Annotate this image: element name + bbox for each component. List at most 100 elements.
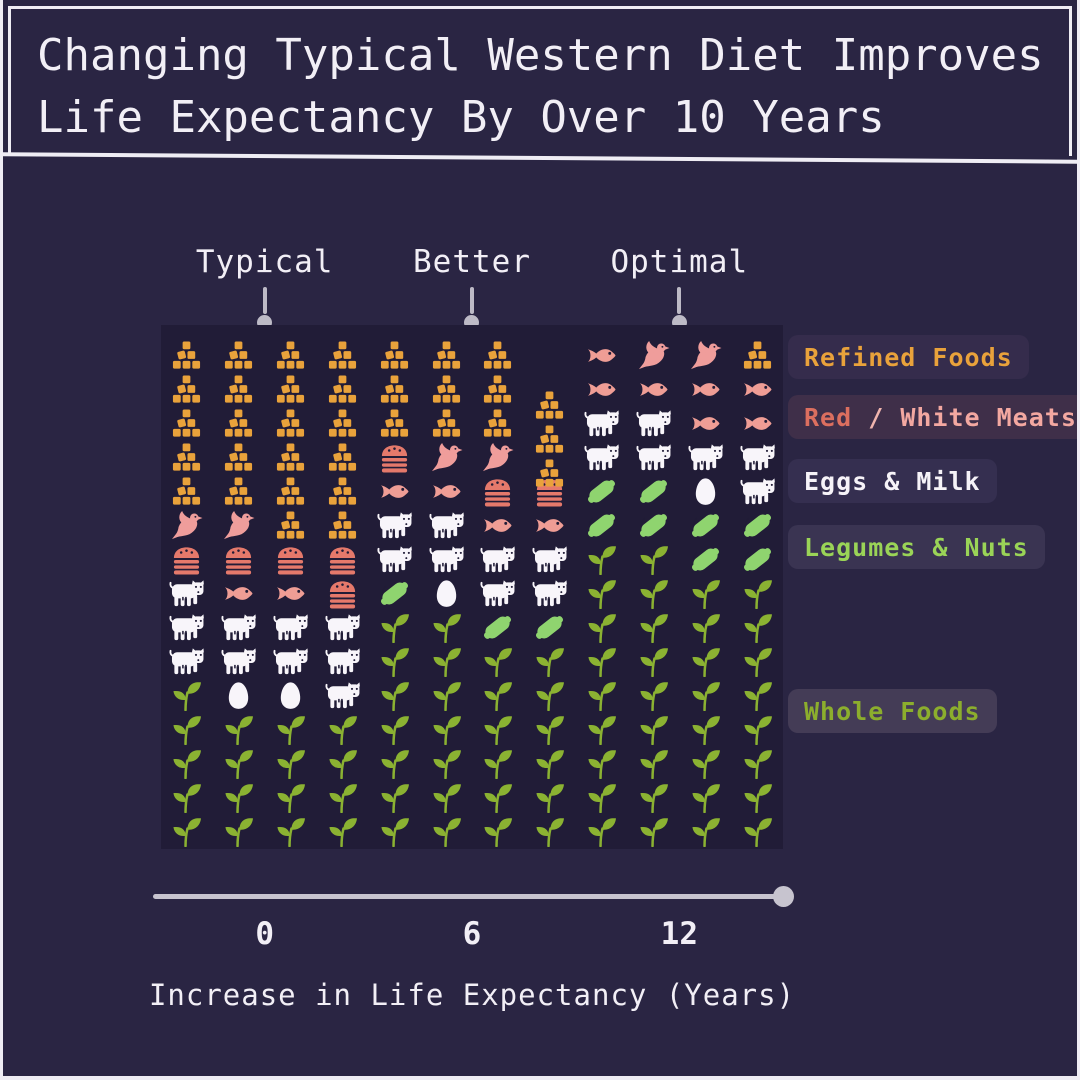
sprout-icon — [324, 713, 361, 745]
pointer-line — [677, 287, 682, 314]
cubes-icon — [272, 339, 309, 371]
cow-icon — [324, 645, 361, 677]
sprout-icon — [687, 645, 724, 677]
legend-text: Red — [804, 402, 853, 432]
cow-icon — [479, 577, 516, 609]
sprout-icon — [376, 679, 413, 711]
column-header-label: Better — [413, 244, 531, 280]
sprout-icon — [376, 645, 413, 677]
sprout-icon — [220, 713, 257, 745]
pictogram-panel — [161, 325, 783, 849]
fish-icon — [428, 475, 465, 507]
x-axis-tick: 6 — [462, 916, 482, 952]
egg-icon — [220, 679, 257, 711]
burger-icon — [272, 543, 309, 575]
cubes-icon — [479, 407, 516, 439]
cow-icon — [376, 509, 413, 541]
cubes-icon — [428, 339, 465, 371]
sprout-icon — [168, 815, 205, 847]
sprout-icon — [428, 679, 465, 711]
legend-text: Legumes & Nuts — [804, 532, 1029, 562]
fish-icon — [583, 339, 620, 371]
lime-icon — [687, 509, 724, 541]
sprout-icon — [376, 781, 413, 813]
sprout-icon — [687, 611, 724, 643]
legend-text: Refined Foods — [804, 342, 1013, 372]
cubes-icon — [168, 373, 205, 405]
sprout-icon — [635, 679, 672, 711]
fish-icon — [376, 475, 413, 507]
cubes-icon — [220, 339, 257, 371]
sprout-icon — [272, 815, 309, 847]
sprout-icon — [583, 543, 620, 575]
sprout-icon — [687, 747, 724, 779]
burger-icon — [220, 543, 257, 575]
sprout-icon — [739, 815, 776, 847]
cow-icon — [479, 543, 516, 575]
legend-item-legumes-nuts: Legumes & Nuts — [788, 525, 1045, 569]
sprout-icon — [479, 679, 516, 711]
sprout-icon — [583, 781, 620, 813]
cow-icon — [739, 475, 776, 507]
fish-icon — [687, 373, 724, 405]
diet-column-optimal — [576, 338, 783, 849]
cow-icon — [376, 543, 413, 575]
cow-icon — [635, 407, 672, 439]
cow-icon — [220, 645, 257, 677]
sprout-icon — [324, 815, 361, 847]
sprout-icon — [687, 815, 724, 847]
sprout-icon — [479, 815, 516, 847]
sprout-icon — [479, 781, 516, 813]
sprout-icon — [739, 747, 776, 779]
lime-icon — [531, 611, 568, 643]
sprout-icon — [168, 747, 205, 779]
sprout-icon — [376, 713, 413, 745]
cow-icon — [531, 543, 568, 575]
sprout-icon — [428, 781, 465, 813]
cow-icon — [687, 441, 724, 473]
lime-icon — [635, 475, 672, 507]
sprout-icon — [739, 781, 776, 813]
sprout-icon — [739, 645, 776, 677]
pointer-line — [469, 287, 474, 314]
sprout-icon — [479, 713, 516, 745]
fish-icon — [687, 407, 724, 439]
sprout-icon — [531, 815, 568, 847]
egg-icon — [687, 475, 724, 507]
fish-icon — [583, 373, 620, 405]
fish-icon — [739, 407, 776, 439]
fish-icon — [220, 577, 257, 609]
sprout-icon — [428, 611, 465, 643]
x-axis-tick: 0 — [255, 916, 274, 952]
column-header-better: Better — [368, 244, 575, 330]
sprout-icon — [168, 713, 205, 745]
cow-icon — [531, 577, 568, 609]
diet-column-typical — [161, 338, 368, 849]
cubes-icon — [324, 339, 361, 371]
burger-icon — [324, 543, 361, 575]
cubes-icon — [324, 407, 361, 439]
cubes-icon — [376, 339, 413, 371]
cubes-icon — [324, 475, 361, 507]
cubes-icon — [272, 373, 309, 405]
egg-icon — [272, 679, 309, 711]
legend-text: / — [852, 402, 901, 432]
dove-icon — [687, 339, 724, 371]
lime-icon — [739, 543, 776, 575]
cow-icon — [168, 611, 205, 643]
cow-icon — [635, 441, 672, 473]
dove-icon — [635, 339, 672, 371]
sprout-icon — [531, 781, 568, 813]
cubes-icon — [428, 407, 465, 439]
title-line-2: Life Expectancy By Over 10 Years — [37, 92, 885, 143]
cubes-icon — [376, 373, 413, 405]
x-axis-label: Increase in Life Expectancy (Years) — [148, 978, 796, 1012]
x-axis-end-dot — [773, 886, 794, 907]
sprout-icon — [376, 747, 413, 779]
sprout-icon — [583, 645, 620, 677]
legend-text: Whole Foods — [804, 696, 981, 726]
sprout-icon — [220, 781, 257, 813]
cubes-icon — [168, 339, 205, 371]
cow-icon — [168, 577, 205, 609]
chart-title: Changing Typical Western Diet Improves L… — [8, 6, 1072, 156]
